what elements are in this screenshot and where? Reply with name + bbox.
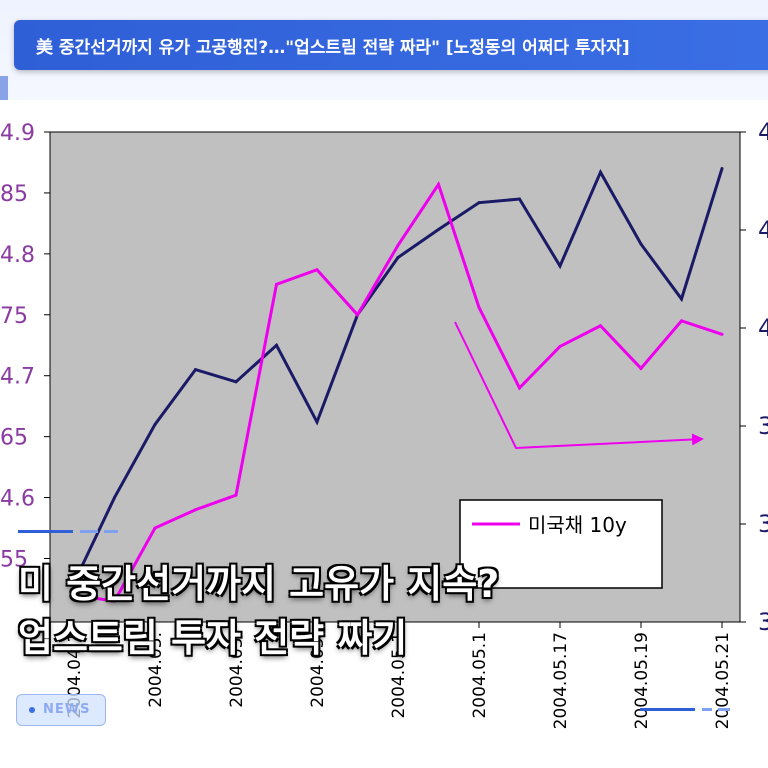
left-axis-ticks: 55 4.6 65 4.7 75 4.8 85 4.9 [0, 121, 50, 573]
data-point-navy [194, 368, 197, 372]
data-point-magenta [72, 593, 76, 597]
data-point-navy [720, 167, 724, 171]
x-axis-tick-label: 2004.05. [308, 632, 328, 708]
data-point-navy [396, 256, 400, 260]
legend-label-magenta: 미국채 10y [528, 513, 627, 537]
data-point-navy [518, 197, 521, 201]
headline-line-2: 업스트림 투자 전략 짜기 [18, 616, 408, 660]
data-point-magenta [558, 344, 562, 348]
data-point-magenta [477, 305, 481, 309]
right-axis-ticks: 3 3 3 4 4 4 [740, 118, 768, 636]
series-layer [72, 167, 724, 603]
left-axis-tick-label: 4.8 [0, 243, 35, 268]
right-axis-tick-label: 3 [758, 608, 768, 636]
right-axis-tick-label: 3 [758, 510, 768, 538]
data-point-navy [113, 496, 116, 500]
news-dot-icon [29, 707, 35, 713]
decorative-dash-right [640, 708, 730, 711]
x-axis-tick-label: 2004.05.21 [713, 632, 733, 729]
data-point-magenta [153, 526, 157, 530]
data-point-navy [558, 264, 562, 268]
article-title-bar[interactable]: 美 중간선거까지 유가 고공행진?…"업스트림 전략 짜라" [노정동의 어쩌다… [14, 20, 768, 70]
x-axis-tick-label: 2004.05. [146, 632, 166, 708]
data-point-magenta [437, 182, 440, 186]
data-point-navy [477, 201, 481, 205]
data-point-magenta [518, 386, 521, 390]
x-axis-tick-label: 2004.05.17 [551, 632, 571, 729]
data-point-magenta [315, 268, 319, 272]
data-point-magenta [275, 282, 278, 286]
right-axis-tick-label: 4 [758, 314, 768, 342]
headline-overlay: 미 중간선거까지 고유가 지속? 업스트림 투자 전략 짜기 [18, 557, 499, 665]
decorative-dash-left [18, 530, 118, 533]
data-point-magenta [639, 366, 643, 370]
data-point-magenta [599, 324, 602, 328]
legend: 미국채 10y [459, 499, 663, 589]
data-point-navy [234, 380, 238, 384]
data-point-magenta [720, 332, 724, 336]
left-axis-tick-label: 55 [0, 548, 28, 573]
x-axis-tick-label: 2004.05. [227, 632, 247, 708]
x-axis-tick-label: 2004.05.1 [470, 632, 490, 719]
data-point-navy [153, 422, 157, 426]
news-badge-label: NEWS [43, 702, 91, 717]
data-point-magenta [680, 319, 683, 323]
right-axis-tick-label: 4 [758, 118, 768, 146]
trend-arrow [454, 321, 704, 450]
right-axis-tick-label: 3 [758, 412, 768, 440]
data-point-magenta [234, 493, 238, 497]
legend-box [459, 499, 663, 589]
left-axis-tick-label: 85 [0, 182, 28, 207]
news-badge: NEWS [16, 694, 106, 726]
left-axis-tick-label: 65 [0, 426, 28, 451]
data-point-navy [599, 170, 602, 174]
data-point-magenta [396, 243, 400, 247]
x-axis-tick-label: 2004.05.1 [389, 632, 409, 719]
x-axis-ticks: 2004.04.1 2004.05. 2004.05. 2004.05. 2004.05… [65, 622, 733, 729]
data-point-navy [680, 297, 683, 301]
data-point-magenta [113, 599, 116, 603]
data-point-navy [275, 343, 278, 347]
data-point-navy [72, 581, 76, 585]
x-axis-tick-label: 2004.05.19 [632, 632, 652, 729]
left-axis-tick-label: 4.9 [0, 121, 35, 146]
right-axis-tick-label: 4 [758, 216, 768, 244]
left-axis-tick-label: 4.7 [0, 365, 35, 390]
left-axis-tick-label: 4.6 [0, 487, 35, 512]
data-point-navy [315, 420, 319, 424]
data-point-magenta [356, 313, 359, 317]
data-point-navy [437, 227, 440, 231]
data-point-navy [639, 242, 643, 246]
headline-line-1: 미 중간선거까지 고유가 지속? [18, 562, 500, 606]
data-point-magenta [194, 508, 197, 512]
left-axis-tick-label: 75 [0, 304, 28, 329]
article-title: 美 중간선거까지 유가 고공행진?…"업스트림 전략 짜라" [노정동의 어쩌다… [36, 38, 630, 58]
